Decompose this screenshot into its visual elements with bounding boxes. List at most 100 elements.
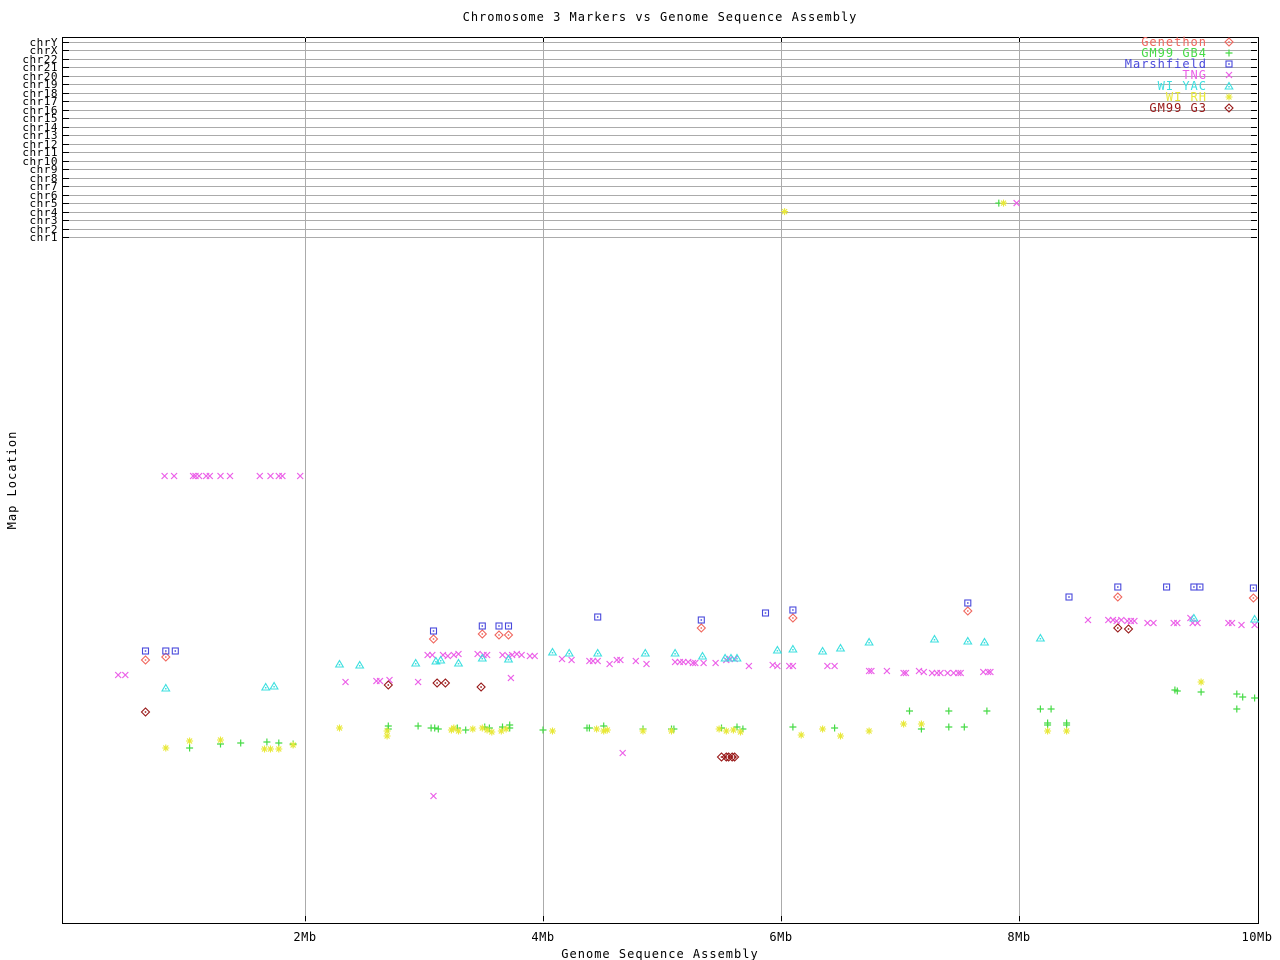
chromosome-gridline <box>63 194 1257 196</box>
chrom-tick-left <box>63 194 69 196</box>
x-tick-mark-bottom <box>305 916 306 921</box>
chromosome-label-chrX: chrX <box>29 44 58 58</box>
chrom-tick-left <box>63 135 69 137</box>
chrom-tick-left <box>63 118 69 120</box>
chromosome-label-chr3: chr3 <box>29 214 58 228</box>
x-tick-mark-top <box>305 38 306 43</box>
chromosome-label-chr15: chr15 <box>22 112 58 126</box>
chromosome-label-chr1: chr1 <box>29 231 58 244</box>
chrom-tick-left <box>63 237 69 238</box>
chromosome-gridline <box>63 50 1257 52</box>
chromosome-gridline <box>63 135 1257 137</box>
chromosome-label-chr16: chr16 <box>22 103 58 117</box>
chrom-tick-right <box>1251 194 1257 196</box>
chrom-tick-right <box>1251 220 1257 222</box>
legend-label-plus: GM99 GB4 <box>1141 46 1207 60</box>
chrom-tick-right <box>1251 160 1257 162</box>
plot-area <box>62 37 1259 924</box>
chromosome-gridline <box>63 203 1257 205</box>
legend-label-square: Marshfield <box>1124 57 1207 71</box>
x-tick-label: 4Mb <box>531 930 555 944</box>
chrom-tick-left <box>63 177 69 179</box>
chromosome-label-chr9: chr9 <box>29 163 58 177</box>
legend-label-star: WI RH <box>1165 90 1207 104</box>
legend-label-diamond: GM99 G3 <box>1149 101 1207 115</box>
chrom-tick-left <box>63 126 69 128</box>
chromosome-gridline <box>63 67 1257 69</box>
chrom-tick-right <box>1251 42 1257 43</box>
vertical-gridline <box>305 37 306 922</box>
chrom-tick-left <box>63 101 69 103</box>
chrom-tick-left <box>63 58 69 60</box>
chromosome-label-chr21: chr21 <box>22 61 58 75</box>
x-tick-mark-bottom <box>543 916 544 921</box>
chrom-tick-left <box>63 152 69 154</box>
x-tick-label: 6Mb <box>769 930 793 944</box>
chrom-tick-right <box>1251 118 1257 120</box>
chromosome-gridline <box>63 84 1257 86</box>
chromosome-gridline <box>63 92 1257 94</box>
chromosome-gridline <box>63 220 1257 222</box>
chromosome-label-chr11: chr11 <box>22 146 58 160</box>
chrom-tick-left <box>63 92 69 94</box>
legend-label-cross: TNG <box>1182 68 1207 82</box>
x-tick-label: 2Mb <box>293 930 317 944</box>
chromosome-label-chr10: chr10 <box>22 154 58 168</box>
x-tick-label: 10Mb <box>1241 930 1273 944</box>
chromosome-gridline <box>63 177 1257 179</box>
chrom-tick-right <box>1251 203 1257 205</box>
legend-label-diamond: Genethon <box>1141 35 1207 49</box>
chrom-tick-right <box>1251 143 1257 145</box>
x-axis-title: Genome Sequence Assembly <box>561 947 759 960</box>
chromosome-gridline <box>63 126 1257 128</box>
chromosome-gridline <box>63 118 1257 120</box>
chrom-tick-right <box>1251 228 1257 230</box>
chromosome-label-chr20: chr20 <box>22 69 58 83</box>
chromosome-label-chr18: chr18 <box>22 86 58 100</box>
chromosome-label-chr22: chr22 <box>22 52 58 66</box>
chromosome-gridline <box>63 169 1257 171</box>
chrom-tick-right <box>1251 169 1257 171</box>
vertical-gridline <box>543 37 544 922</box>
chromosome-gridline <box>63 42 1257 43</box>
chrom-tick-left <box>63 109 69 111</box>
chart-title: Chromosome 3 Markers vs Genome Sequence … <box>462 10 858 24</box>
vertical-gridline <box>1019 37 1020 922</box>
chrom-tick-right <box>1251 186 1257 188</box>
chrom-tick-left <box>63 203 69 205</box>
chrom-tick-right <box>1251 101 1257 103</box>
chrom-tick-right <box>1251 152 1257 154</box>
chrom-tick-left <box>63 42 69 43</box>
legend-marker-diamond-icon <box>1224 103 1234 113</box>
chromosome-label-chr13: chr13 <box>22 129 58 143</box>
chrom-tick-left <box>63 169 69 171</box>
x-tick-mark-bottom <box>1019 916 1020 921</box>
chrom-tick-left <box>63 186 69 188</box>
chromosome-gridline <box>63 186 1257 188</box>
chromosome-gridline <box>63 160 1257 162</box>
chromosome-label-chr12: chr12 <box>22 137 58 151</box>
chrom-tick-right <box>1251 135 1257 137</box>
chromosome-label-chr14: chr14 <box>22 120 58 134</box>
chrom-tick-right <box>1251 92 1257 94</box>
chromosome-gridline <box>63 228 1257 230</box>
x-tick-mark-top <box>781 38 782 43</box>
x-tick-mark-bottom <box>781 916 782 921</box>
chromosome-gridline <box>63 101 1257 103</box>
chrom-tick-left <box>63 143 69 145</box>
chrom-tick-left <box>63 67 69 69</box>
chrom-tick-right <box>1251 67 1257 69</box>
chromosome-label-chr5: chr5 <box>29 197 58 211</box>
chromosome-label-chr19: chr19 <box>22 78 58 92</box>
x-tick-label: 8Mb <box>1007 930 1031 944</box>
chromosome-gridline <box>63 58 1257 60</box>
x-tick-mark-top <box>1019 38 1020 43</box>
chromosome-label-chr4: chr4 <box>29 205 58 219</box>
chrom-tick-left <box>63 220 69 222</box>
chrom-tick-left <box>63 211 69 213</box>
chrom-tick-left <box>63 84 69 86</box>
chromosome-label-chr6: chr6 <box>29 188 58 202</box>
chrom-tick-right <box>1251 177 1257 179</box>
chromosome-gridline <box>63 143 1257 145</box>
